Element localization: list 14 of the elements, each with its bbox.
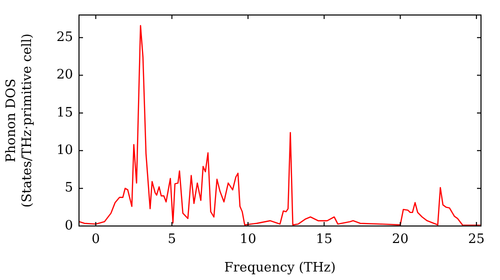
x-tick-label: 20 bbox=[392, 232, 409, 248]
y-tick-label: 25 bbox=[56, 30, 73, 45]
x-axis-title: Frequency (THz) bbox=[224, 260, 336, 276]
x-tick-label: 5 bbox=[168, 232, 176, 248]
y-axis-title: Phonon DOS (States/THz·primitive cell) bbox=[4, 33, 35, 208]
x-tick-label: 10 bbox=[240, 232, 256, 248]
x-tick-label: 25 bbox=[468, 232, 485, 248]
y-tick-label: 5 bbox=[64, 180, 73, 196]
y-tick-label: 15 bbox=[56, 105, 73, 120]
y-tick-label: 0 bbox=[64, 218, 73, 234]
y-tick-label: 10 bbox=[56, 143, 73, 158]
y-tick-label: 20 bbox=[56, 68, 73, 83]
x-tick-label: 0 bbox=[92, 232, 100, 248]
x-tick-label: 15 bbox=[316, 232, 332, 248]
